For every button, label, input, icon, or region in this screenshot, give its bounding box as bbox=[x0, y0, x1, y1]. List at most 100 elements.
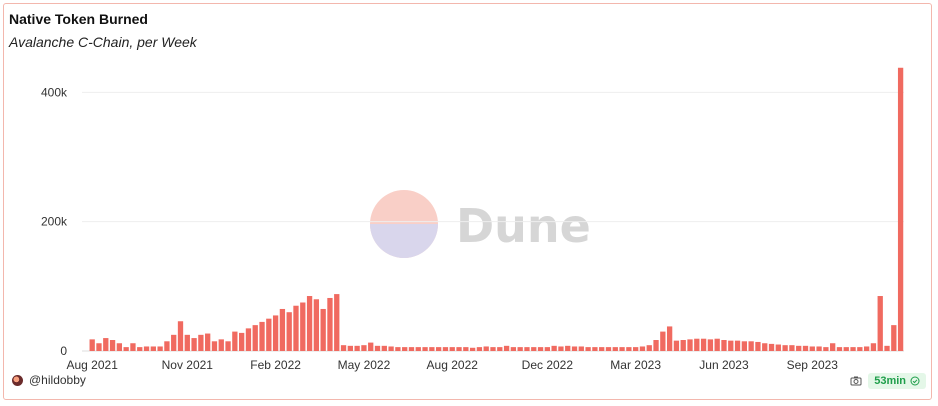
bar[interactable] bbox=[680, 340, 686, 351]
bar[interactable] bbox=[96, 343, 102, 351]
bar[interactable] bbox=[687, 339, 693, 351]
bar[interactable] bbox=[850, 347, 856, 351]
bar[interactable] bbox=[116, 343, 123, 351]
bar[interactable] bbox=[531, 347, 537, 351]
bar[interactable] bbox=[694, 338, 700, 351]
bar[interactable] bbox=[537, 347, 544, 351]
bar[interactable] bbox=[191, 338, 197, 351]
bar[interactable] bbox=[517, 347, 523, 351]
bar[interactable] bbox=[347, 345, 353, 351]
bar[interactable] bbox=[891, 325, 897, 351]
bar[interactable] bbox=[863, 346, 870, 351]
bar[interactable] bbox=[510, 347, 517, 351]
bar[interactable] bbox=[619, 347, 625, 351]
bar[interactable] bbox=[313, 299, 320, 351]
bar[interactable] bbox=[157, 346, 163, 351]
bar[interactable] bbox=[279, 308, 286, 351]
bar[interactable] bbox=[239, 332, 245, 351]
bar[interactable] bbox=[184, 334, 190, 351]
bar[interactable] bbox=[225, 341, 231, 351]
bar[interactable] bbox=[198, 334, 204, 351]
bar[interactable] bbox=[123, 347, 129, 351]
bar[interactable] bbox=[721, 340, 727, 351]
bar[interactable] bbox=[150, 346, 156, 351]
bar[interactable] bbox=[789, 345, 795, 351]
bar[interactable] bbox=[469, 347, 476, 351]
bar[interactable] bbox=[164, 341, 170, 351]
bar[interactable] bbox=[143, 346, 150, 351]
bar[interactable] bbox=[300, 302, 306, 352]
bar[interactable] bbox=[368, 342, 374, 351]
bar[interactable] bbox=[245, 328, 252, 351]
bar[interactable] bbox=[897, 67, 904, 351]
bar[interactable] bbox=[266, 318, 272, 351]
bar[interactable] bbox=[666, 326, 673, 351]
bar[interactable] bbox=[700, 338, 707, 351]
bar[interactable] bbox=[884, 345, 890, 351]
bar[interactable] bbox=[633, 347, 639, 351]
bar[interactable] bbox=[422, 347, 428, 351]
bar[interactable] bbox=[843, 347, 849, 351]
bar[interactable] bbox=[103, 338, 109, 351]
bar[interactable] bbox=[402, 347, 408, 351]
bar[interactable] bbox=[381, 345, 387, 351]
bar[interactable] bbox=[796, 345, 802, 351]
bar[interactable] bbox=[741, 341, 748, 351]
bar[interactable] bbox=[415, 347, 421, 351]
bar[interactable] bbox=[286, 312, 292, 351]
bar[interactable] bbox=[177, 321, 184, 351]
bar[interactable] bbox=[340, 345, 347, 351]
bar[interactable] bbox=[476, 347, 483, 351]
bar[interactable] bbox=[388, 346, 394, 351]
bar[interactable] bbox=[782, 345, 788, 351]
bar[interactable] bbox=[456, 347, 462, 351]
bar[interactable] bbox=[816, 346, 822, 351]
bar[interactable] bbox=[714, 338, 720, 351]
bar[interactable] bbox=[571, 346, 578, 351]
bar[interactable] bbox=[592, 347, 598, 351]
bar[interactable] bbox=[612, 347, 618, 351]
bar[interactable] bbox=[503, 345, 510, 351]
bar[interactable] bbox=[259, 321, 265, 351]
bar[interactable] bbox=[870, 343, 877, 351]
bar[interactable] bbox=[429, 347, 435, 351]
bar[interactable] bbox=[524, 347, 530, 351]
bar[interactable] bbox=[130, 343, 136, 351]
bar[interactable] bbox=[483, 346, 489, 351]
bar[interactable] bbox=[639, 346, 646, 351]
bar[interactable] bbox=[334, 294, 340, 351]
bar[interactable] bbox=[218, 339, 224, 351]
bar[interactable] bbox=[306, 296, 313, 351]
bar[interactable] bbox=[599, 347, 605, 351]
bar[interactable] bbox=[585, 347, 591, 351]
bar[interactable] bbox=[768, 343, 775, 351]
bar[interactable] bbox=[707, 339, 714, 351]
bar[interactable] bbox=[809, 346, 815, 351]
bar[interactable] bbox=[205, 333, 211, 351]
bar[interactable] bbox=[755, 341, 761, 351]
bar[interactable] bbox=[728, 340, 734, 351]
bar[interactable] bbox=[836, 347, 843, 351]
bar[interactable] bbox=[293, 305, 299, 351]
bar[interactable] bbox=[748, 341, 754, 351]
bar[interactable] bbox=[354, 345, 360, 351]
bar[interactable] bbox=[252, 325, 258, 351]
bar[interactable] bbox=[272, 315, 279, 351]
bar[interactable] bbox=[823, 347, 829, 351]
bar[interactable] bbox=[544, 347, 550, 351]
bar[interactable] bbox=[762, 343, 768, 351]
bar[interactable] bbox=[137, 347, 143, 351]
bar[interactable] bbox=[605, 347, 612, 351]
bar[interactable] bbox=[565, 345, 571, 351]
bar[interactable] bbox=[449, 347, 455, 351]
bar[interactable] bbox=[436, 347, 442, 351]
bar[interactable] bbox=[327, 297, 333, 351]
bar[interactable] bbox=[660, 331, 666, 351]
bar[interactable] bbox=[626, 347, 632, 351]
bar[interactable] bbox=[646, 345, 652, 351]
bar[interactable] bbox=[408, 347, 415, 351]
bar[interactable] bbox=[171, 334, 177, 351]
bar[interactable] bbox=[490, 347, 496, 351]
bar[interactable] bbox=[463, 347, 469, 351]
bar[interactable] bbox=[830, 343, 836, 351]
